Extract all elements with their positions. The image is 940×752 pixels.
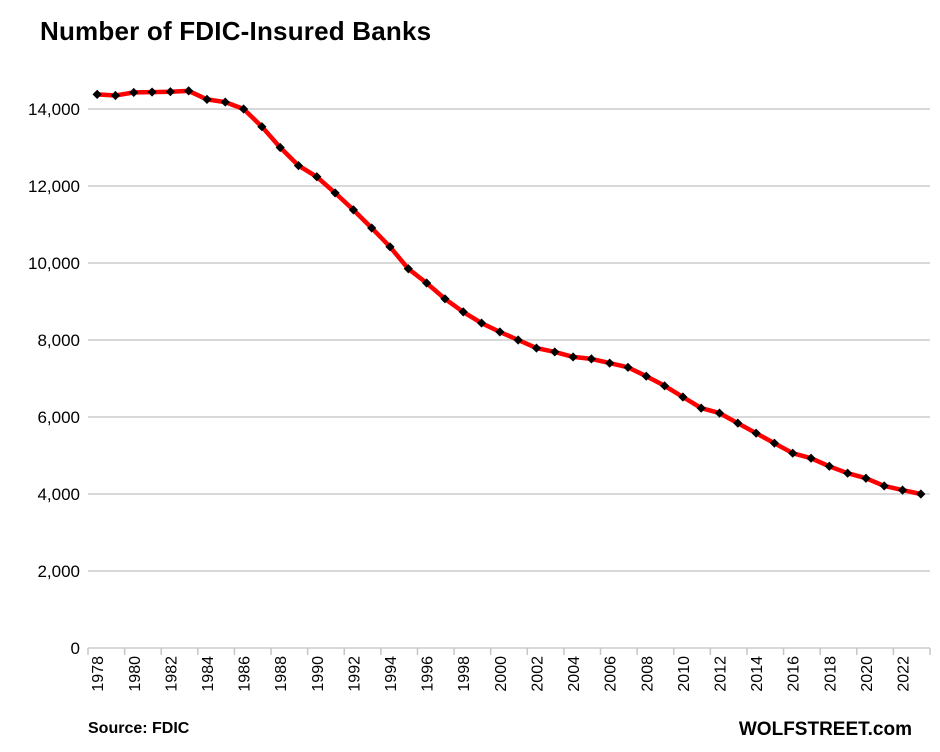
data-point-marker bbox=[513, 335, 523, 345]
x-tick-label: 2006 bbox=[603, 656, 620, 692]
y-tick-label: 12,000 bbox=[28, 177, 80, 196]
data-point-marker bbox=[659, 381, 670, 391]
x-tick-label: 2004 bbox=[566, 656, 583, 692]
data-point-marker bbox=[202, 94, 212, 104]
x-tick-label: 2000 bbox=[493, 656, 510, 692]
data-point-marker bbox=[641, 371, 651, 381]
data-point-marker bbox=[110, 90, 121, 101]
y-tick-label: 8,000 bbox=[37, 331, 80, 350]
data-point-marker bbox=[367, 223, 377, 233]
x-tick-label: 2022 bbox=[896, 656, 913, 692]
data-point-marker bbox=[330, 188, 340, 198]
data-point-marker bbox=[824, 461, 834, 471]
source-label: Source: FDIC bbox=[88, 720, 190, 737]
data-point-marker bbox=[897, 485, 908, 495]
x-tick-label: 1990 bbox=[310, 656, 327, 692]
x-tick-label: 1980 bbox=[127, 656, 144, 692]
data-point-marker bbox=[879, 481, 889, 491]
y-tick-label: 4,000 bbox=[37, 485, 80, 504]
data-point-marker bbox=[714, 408, 725, 418]
data-point-marker bbox=[348, 205, 359, 215]
data-point-marker bbox=[385, 242, 395, 252]
data-point-marker bbox=[92, 89, 102, 99]
data-point-marker bbox=[458, 307, 468, 317]
data-point-marker bbox=[623, 362, 633, 372]
y-tick-label: 0 bbox=[71, 639, 80, 658]
x-tick-label: 1986 bbox=[237, 656, 254, 692]
y-tick-label: 6,000 bbox=[37, 408, 80, 427]
data-point-marker bbox=[550, 347, 560, 357]
data-point-marker bbox=[586, 354, 596, 364]
x-tick-label: 2014 bbox=[749, 656, 766, 692]
data-point-marker bbox=[257, 122, 267, 132]
data-point-marker bbox=[165, 87, 175, 97]
x-tick-label: 2002 bbox=[529, 656, 546, 692]
data-point-marker bbox=[861, 473, 871, 483]
x-tick-label: 1984 bbox=[200, 656, 217, 692]
data-point-marker bbox=[806, 453, 816, 463]
data-point-marker bbox=[843, 468, 853, 478]
x-tick-label: 1978 bbox=[90, 656, 107, 692]
data-point-marker bbox=[495, 327, 505, 337]
data-point-marker bbox=[568, 352, 578, 362]
data-point-marker bbox=[696, 403, 706, 413]
data-point-marker bbox=[422, 278, 432, 288]
x-tick-label: 2010 bbox=[676, 656, 693, 692]
x-tick-label: 2008 bbox=[639, 656, 656, 692]
data-point-marker bbox=[220, 97, 230, 107]
x-tick-label: 2020 bbox=[859, 656, 876, 692]
data-point-marker bbox=[129, 87, 139, 98]
x-tick-label: 1994 bbox=[383, 656, 400, 692]
x-tick-label: 1992 bbox=[346, 656, 363, 692]
data-point-marker bbox=[788, 448, 798, 458]
data-point-marker bbox=[147, 87, 157, 97]
data-point-marker bbox=[403, 264, 413, 274]
data-point-marker bbox=[275, 142, 285, 153]
data-point-marker bbox=[293, 160, 304, 171]
data-line bbox=[94, 88, 924, 497]
chart-title: Number of FDIC-Insured Banks bbox=[40, 16, 432, 46]
x-tick-label: 1998 bbox=[456, 656, 473, 692]
x-tick-label: 2012 bbox=[713, 656, 730, 692]
data-point-marker bbox=[605, 358, 615, 368]
data-point-marker bbox=[769, 438, 780, 448]
data-point-marker bbox=[678, 392, 688, 402]
data-point-marker bbox=[733, 418, 743, 428]
data-point-marker bbox=[751, 428, 761, 438]
brand-watermark: WOLFSTREET.com bbox=[738, 719, 912, 740]
data-point-marker bbox=[312, 172, 322, 182]
data-point-marker bbox=[184, 86, 194, 96]
data-point-marker bbox=[916, 489, 926, 499]
y-tick-label: 2,000 bbox=[37, 562, 80, 581]
data-point-marker bbox=[531, 343, 542, 353]
x-tick-label: 2016 bbox=[786, 656, 803, 692]
y-tick-label: 14,000 bbox=[28, 100, 80, 119]
data-point-marker bbox=[476, 318, 487, 328]
y-tick-label: 10,000 bbox=[28, 254, 80, 273]
data-point-marker bbox=[440, 294, 450, 304]
x-tick-label: 1996 bbox=[420, 656, 437, 692]
x-tick-label: 1982 bbox=[163, 656, 180, 692]
data-point-marker bbox=[238, 104, 249, 114]
x-tick-label: 1988 bbox=[273, 656, 290, 692]
x-tick-label: 2018 bbox=[822, 656, 839, 692]
